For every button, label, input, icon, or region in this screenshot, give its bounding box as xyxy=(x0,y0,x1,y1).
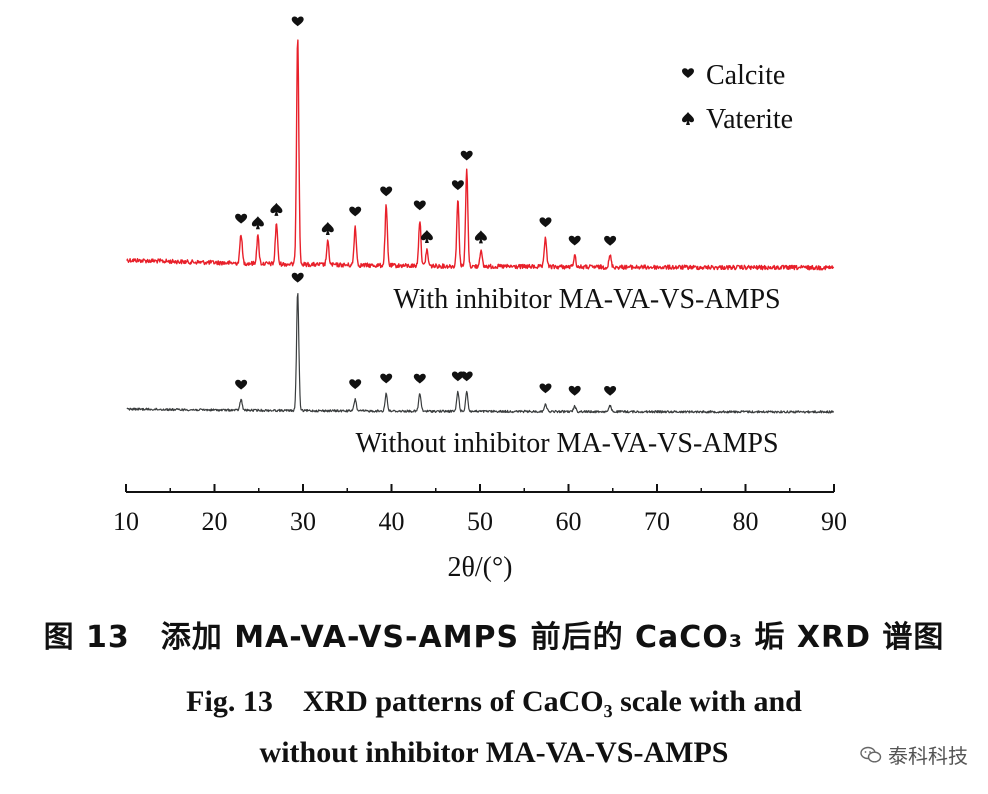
peak-marker-calcite xyxy=(413,200,426,211)
x-tick-label: 20 xyxy=(202,507,228,536)
peak-marker-vaterite xyxy=(270,202,283,216)
x-tick-label: 10 xyxy=(113,507,139,536)
series-line-with-inhibitor xyxy=(126,39,835,271)
figure-caption-english-line-2: without inhibitor MA-VA-VS-AMPS xyxy=(259,736,729,769)
peak-marker-calcite xyxy=(349,206,362,217)
peak-marker-calcite xyxy=(291,16,304,27)
x-tick-label: 80 xyxy=(733,507,759,536)
phase-markers xyxy=(235,16,617,396)
peak-marker-calcite xyxy=(539,217,552,228)
peak-marker-calcite xyxy=(291,272,304,283)
peak-marker-calcite xyxy=(380,373,393,384)
peak-marker-calcite xyxy=(413,373,426,384)
peak-marker-vaterite xyxy=(474,230,487,244)
xrd-chart: With inhibitor MA-VA-VS-AMPS Without inhi… xyxy=(113,16,847,583)
series-line-without-inhibitor xyxy=(126,293,835,414)
watermark: 泰科科技 xyxy=(860,740,968,769)
peak-marker-calcite xyxy=(460,371,473,382)
legend-symbol-heart xyxy=(682,68,694,78)
peak-marker-calcite xyxy=(349,379,362,390)
series-label: Without inhibitor MA-VA-VS-AMPS xyxy=(355,428,778,459)
watermark-text: 泰科科技 xyxy=(888,744,968,768)
x-tick-label: 70 xyxy=(644,507,670,536)
x-tick-label: 60 xyxy=(556,507,582,536)
peak-marker-calcite xyxy=(604,385,617,396)
figure-caption-english-line-1: Fig. 13 XRD patterns of CaCO₃ scale with… xyxy=(186,685,802,718)
legend-label: Calcite xyxy=(706,60,785,91)
peak-marker-calcite xyxy=(568,235,581,246)
peak-marker-calcite xyxy=(380,186,393,197)
peak-marker-vaterite xyxy=(420,230,433,243)
series-labels: With inhibitor MA-VA-VS-AMPS Without inhi… xyxy=(355,284,780,459)
peak-marker-vaterite xyxy=(321,222,334,235)
x-axis-ticks: 10 20 30 40 50 60 70 80 90 xyxy=(113,484,847,536)
legend: Calcite Vaterite xyxy=(682,60,793,135)
x-axis: 10 20 30 40 50 60 70 80 90 2θ/(°) xyxy=(113,484,847,583)
chart-traces xyxy=(126,39,835,414)
wechat-icon xyxy=(860,746,882,763)
x-tick-label: 40 xyxy=(379,507,405,536)
peak-marker-calcite xyxy=(604,235,617,246)
peak-marker-vaterite xyxy=(251,216,264,230)
x-tick-label: 50 xyxy=(467,507,493,536)
legend-symbol-spade xyxy=(682,112,694,125)
peak-marker-calcite xyxy=(235,213,248,224)
figure-caption-chinese: 图 13 添加 MA-VA-VS-AMPS 前后的 CaCO₃ 垢 XRD 谱图 xyxy=(43,620,945,655)
peak-marker-calcite xyxy=(460,150,473,161)
series-label: With inhibitor MA-VA-VS-AMPS xyxy=(393,284,780,315)
x-tick-label: 30 xyxy=(290,507,316,536)
legend-label: Vaterite xyxy=(706,104,793,135)
x-axis-label: 2θ/(°) xyxy=(447,552,512,583)
peak-marker-calcite xyxy=(568,385,581,396)
peak-marker-calcite xyxy=(451,180,464,191)
x-tick-label: 90 xyxy=(821,507,847,536)
peak-marker-calcite xyxy=(235,379,248,390)
peak-marker-calcite xyxy=(539,383,552,394)
